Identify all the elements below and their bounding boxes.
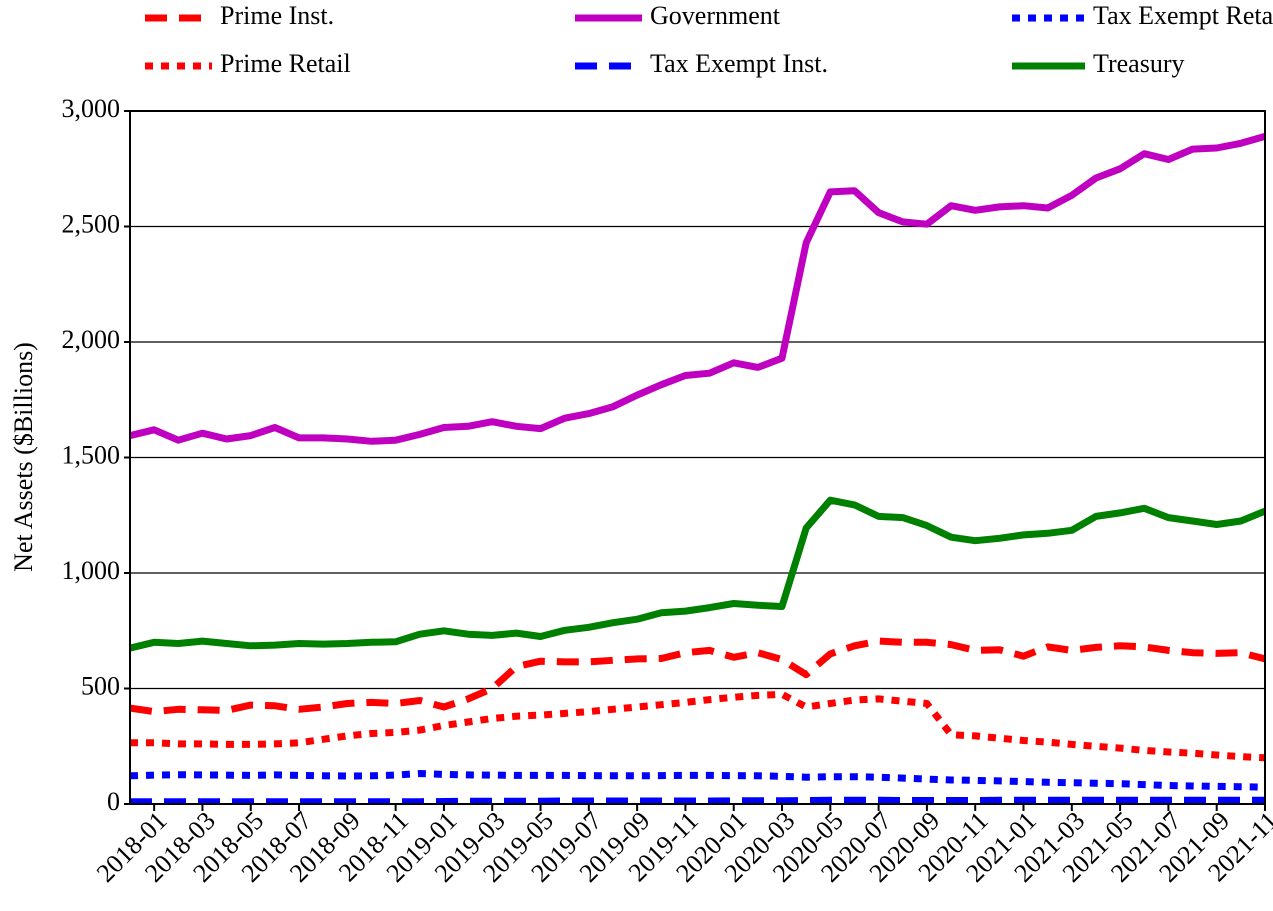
legend-label: Tax Exempt Inst.	[650, 49, 828, 78]
series-line	[130, 690, 1265, 762]
y-tick-label: 0	[107, 787, 120, 816]
y-axis-label: Net Assets ($Billions)	[9, 342, 38, 572]
legend-label: Government	[650, 1, 781, 30]
legend-label: Treasury	[1093, 49, 1184, 78]
series-line	[130, 796, 1265, 804]
y-tick-label: 2,000	[62, 325, 121, 354]
y-tick-label: 1,000	[62, 556, 121, 585]
y-tick-label: 3,000	[62, 94, 121, 123]
series-line	[130, 133, 1265, 445]
series-line	[130, 770, 1265, 791]
plot-frame	[129, 110, 1266, 805]
legend-label: Prime Retail	[220, 49, 351, 78]
y-tick-label: 1,500	[62, 440, 121, 469]
series-line	[130, 637, 1265, 716]
legend-label: Tax Exempt Retail	[1093, 1, 1273, 30]
series-line	[130, 496, 1265, 652]
y-tick-label: 2,500	[62, 209, 121, 238]
y-tick-label: 500	[81, 671, 120, 700]
legend-label: Prime Inst.	[220, 1, 334, 30]
